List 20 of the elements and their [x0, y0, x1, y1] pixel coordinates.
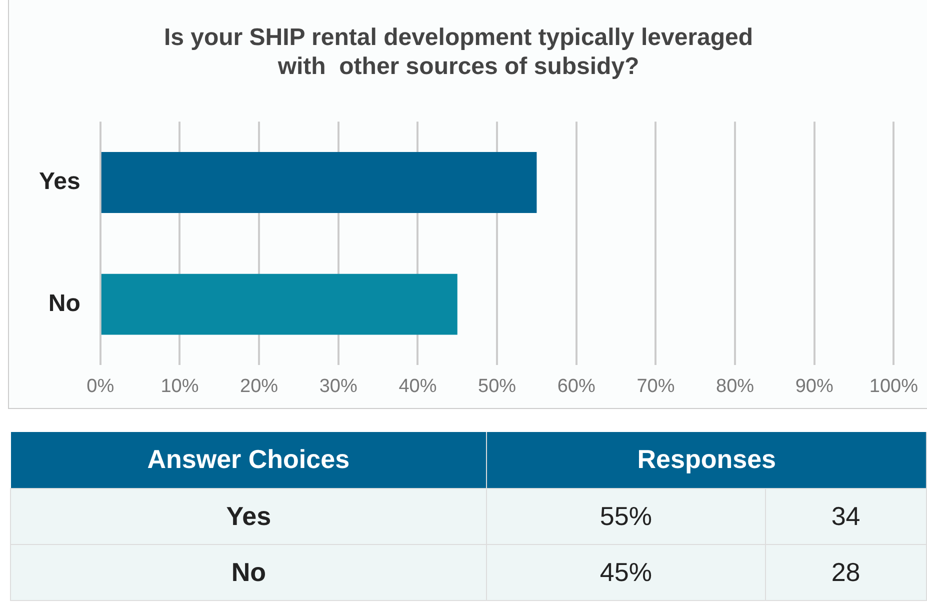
x-tick-label: 10% [160, 376, 199, 397]
x-tick-label: 80% [716, 376, 754, 397]
text: 55% [486, 488, 766, 544]
x-tick-label: 90% [795, 376, 834, 397]
x-tick-label: 100% [869, 376, 918, 397]
text: 28 [765, 544, 926, 600]
x-tick-label: 0% [86, 376, 114, 397]
x-tick-label: 60% [557, 376, 596, 397]
x-tick-label: 20% [240, 376, 278, 397]
category-label: No [231, 556, 266, 586]
text: Responses [486, 432, 926, 488]
x-tick-label: 30% [319, 376, 358, 397]
x-tick-label: 40% [398, 376, 437, 397]
text: Answer Choices [10, 432, 487, 488]
text: 45% [486, 544, 766, 600]
x-tick-label: 50% [478, 376, 516, 397]
category-label: Yes [226, 500, 272, 530]
x-tick-label: 70% [636, 376, 675, 397]
text: 34 [765, 488, 926, 544]
chart-title: Is your SHIP rental development typically leveraged with other sources of subsidy? [164, 24, 754, 80]
